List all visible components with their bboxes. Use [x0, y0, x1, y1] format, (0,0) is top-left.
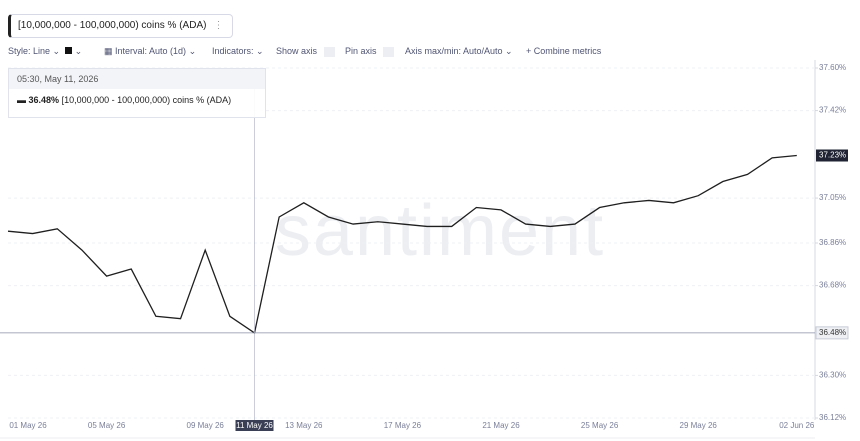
x-tick-label: 29 May 26: [680, 421, 718, 430]
pin-axis[interactable]: Pin axis: [345, 46, 395, 57]
x-tick-label: 17 May 26: [384, 421, 422, 430]
combine-metrics[interactable]: + Combine metrics: [526, 46, 602, 56]
metric-name: [10,000,000 - 100,000,000) coins % (ADA): [18, 20, 207, 31]
crosshair-y-label: 36.48%: [819, 328, 846, 337]
x-tick-label: 13 May 26: [285, 421, 323, 430]
y-tick-label: 36.68%: [819, 281, 846, 290]
metric-pill[interactable]: [10,000,000 - 100,000,000) coins % (ADA)…: [8, 14, 234, 38]
tooltip: 05:30, May 11, 2026 ▬ 36.48% [10,000,000…: [8, 68, 266, 118]
y-tick-label: 37.05%: [819, 193, 846, 202]
last-value-label: 37.23%: [819, 151, 846, 160]
tooltip-time: 05:30, May 11, 2026: [9, 69, 265, 89]
crosshair-x-box: [235, 420, 274, 431]
y-tick-label: 37.42%: [819, 106, 846, 115]
line: [7, 154, 797, 334]
indicators[interactable]: Indicators: ⌄: [212, 46, 264, 56]
crosshair-x-label: 11 May 26: [236, 421, 273, 430]
show-axis[interactable]: Show axis: [276, 46, 335, 57]
tooltip-row: ▬ 36.48% [10,000,000 - 100,000,000) coin…: [17, 95, 232, 105]
tooltip-series: [10,000,000 - 100,000,000) coins % (ADA): [61, 95, 232, 105]
last-value-box: [816, 149, 848, 162]
x-tick-label: 02 Jun 26: [779, 421, 815, 430]
y-tick-label: 37.60%: [819, 63, 846, 72]
interval-label: Interval: Auto (1d): [115, 46, 187, 56]
indicators-label: Indicators:: [212, 46, 254, 56]
pin-axis-label: Pin axis: [345, 46, 377, 56]
x-tick-label: 05 May 26: [88, 421, 126, 430]
style-select[interactable]: Style: Line ⌄ ⌄: [8, 46, 83, 56]
y-tick-label: 36.30%: [819, 371, 846, 380]
y-tick-label: 36.86%: [819, 238, 846, 247]
axis-minmax-label: Axis max/min: Auto/Auto: [405, 46, 503, 56]
x-tick-label: 25 May 26: [581, 421, 619, 430]
watermark: santiment: [275, 191, 605, 271]
x-tick-label: 21 May 26: [482, 421, 520, 430]
show-axis-label: Show axis: [276, 46, 318, 56]
combine-label: Combine metrics: [533, 46, 602, 56]
axis-minmax[interactable]: Axis max/min: Auto/Auto ⌄: [405, 46, 513, 56]
interval-select[interactable]: ▦ Interval: Auto (1d) ⌄: [104, 46, 197, 56]
style-label: Style: Line: [8, 46, 51, 56]
crosshair-y-box: [815, 326, 849, 340]
x-tick-label: 01 May 26: [9, 421, 47, 430]
tooltip-value: 36.48%: [28, 95, 60, 105]
y-tick-label: 36.12%: [819, 413, 846, 422]
x-tick-label: 09 May 26: [187, 421, 225, 430]
